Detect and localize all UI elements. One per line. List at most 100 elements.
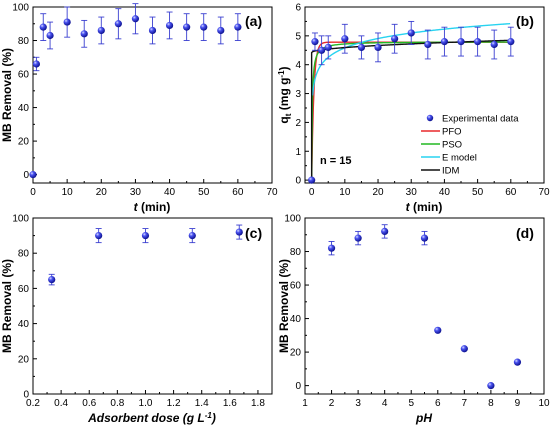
data-point <box>507 38 515 46</box>
y-tick-label: 40 <box>18 319 30 330</box>
data-point <box>217 26 225 35</box>
x-tick-label: 40 <box>439 187 451 198</box>
x-tick-label: 1.8 <box>251 398 265 409</box>
data-point <box>114 20 122 28</box>
x-tick-label: 40 <box>164 187 176 198</box>
data-point <box>457 38 465 46</box>
data-point <box>46 31 54 40</box>
data-point <box>440 38 449 46</box>
data-point <box>63 18 71 26</box>
y-tick-label: 100 <box>12 214 29 225</box>
y-tick-label: 80 <box>290 247 302 258</box>
panel-c-frame <box>32 217 273 395</box>
data-point <box>513 358 522 366</box>
data-point <box>374 43 382 51</box>
data-point <box>97 26 105 35</box>
panel-b-xlabel: t (min) <box>406 200 443 214</box>
panel-b-legend: Experimental data PFO PSO E model IDM <box>421 114 519 177</box>
data-point <box>391 35 399 43</box>
x-tick-label: 1.6 <box>223 398 237 409</box>
x-tick-label: 20 <box>96 187 108 198</box>
data-point <box>141 232 150 240</box>
data-point <box>311 38 319 46</box>
data-point <box>317 46 326 54</box>
data-point <box>80 30 88 38</box>
panel-c-label: (c) <box>245 225 262 241</box>
x-tick-label: 50 <box>472 187 484 198</box>
panel-c-marks <box>48 224 243 286</box>
x-tick-label: 1.0 <box>139 398 153 409</box>
data-point <box>48 276 56 284</box>
x-tick-label: 20 <box>372 187 384 198</box>
panel-b-ylabel: qt (mg g-1) <box>277 66 293 123</box>
y-tick-label: 60 <box>290 281 302 292</box>
y-tick-label: 20 <box>18 137 30 148</box>
y-tick-label: 1 <box>295 147 301 158</box>
x-tick-label: 1.4 <box>195 398 209 409</box>
panel-c: 0.2 0.4 0.6 0.8 1.0 1.2 1.4 1.6 1.8020406080100 … <box>0 214 273 425</box>
x-tick-label: 6 <box>435 398 441 409</box>
y-tick-label: 20 <box>18 354 30 365</box>
panel-c-ylabel: MB Removal (%) <box>0 259 14 353</box>
x-tick-label: 9 <box>515 398 521 409</box>
data-point <box>131 15 140 23</box>
panel-d-label: (d) <box>516 225 534 241</box>
data-point <box>95 232 103 240</box>
y-tick-label: 40 <box>18 103 30 114</box>
y-tick-label: 60 <box>18 284 30 295</box>
data-point <box>39 23 47 31</box>
panel-d-xlabel: pH <box>415 411 432 425</box>
x-tick-label: 60 <box>505 187 517 198</box>
data-point <box>148 26 157 35</box>
data-point <box>381 227 389 236</box>
y-tick-label: 60 <box>18 70 30 81</box>
panel-b-ticks: 0 10 20 30 40 50 60 70 0 1 2 3 4 5 6 <box>295 3 550 199</box>
y-tick-label: 4 <box>295 60 301 71</box>
y-tick-label: 0 <box>23 170 29 181</box>
y-tick-label: 20 <box>290 348 302 359</box>
x-tick-label: 30 <box>130 187 142 198</box>
x-tick-label: 1.2 <box>167 398 181 409</box>
x-tick-label: 3 <box>355 398 361 409</box>
legend-label-e-model: E model <box>442 153 477 164</box>
y-tick-label: 0 <box>23 390 29 401</box>
x-tick-label: 70 <box>266 187 278 198</box>
data-point <box>165 21 174 30</box>
data-point <box>434 326 442 334</box>
data-point <box>29 171 37 179</box>
x-tick-label: 0.8 <box>110 398 124 409</box>
data-point <box>200 23 208 31</box>
x-tick-label: 7 <box>462 398 468 409</box>
x-tick-label: 0.2 <box>26 398 40 409</box>
panel-b-marks <box>308 20 515 184</box>
data-point <box>341 35 349 43</box>
y-tick-label: 5 <box>295 31 301 42</box>
data-point <box>183 23 191 31</box>
x-tick-label: 50 <box>198 187 210 198</box>
x-tick-label: 0.4 <box>54 398 68 409</box>
legend-label-pso: PSO <box>442 140 462 151</box>
x-tick-label: 0 <box>30 187 36 198</box>
x-tick-label: 60 <box>232 187 244 198</box>
y-tick-label: 0 <box>295 381 301 392</box>
panel-a-label: (a) <box>245 13 262 29</box>
y-tick-label: 3 <box>295 89 301 100</box>
data-point <box>327 244 336 252</box>
x-tick-label: 8 <box>488 398 494 409</box>
y-tick-label: 0 <box>295 176 301 187</box>
x-tick-label: 10 <box>62 187 74 198</box>
panel-a-ticks: 0 10 20 30 40 50 60 70 0 20 40 60 80 100 <box>12 3 278 199</box>
panel-b-label: (b) <box>516 13 534 29</box>
legend-label-pfo: PFO <box>442 127 462 138</box>
y-tick-label: 80 <box>18 36 30 47</box>
x-tick-label: 4 <box>382 398 388 409</box>
data-point <box>490 40 498 49</box>
panel-c-ticks: 0.2 0.4 0.6 0.8 1.0 1.2 1.4 1.6 1.8 0 20 40 60 80 100 <box>12 214 265 410</box>
x-tick-label: 2 <box>329 398 335 409</box>
panel-d-ylabel: MB Removal (%) <box>277 259 291 353</box>
data-point <box>234 23 242 31</box>
